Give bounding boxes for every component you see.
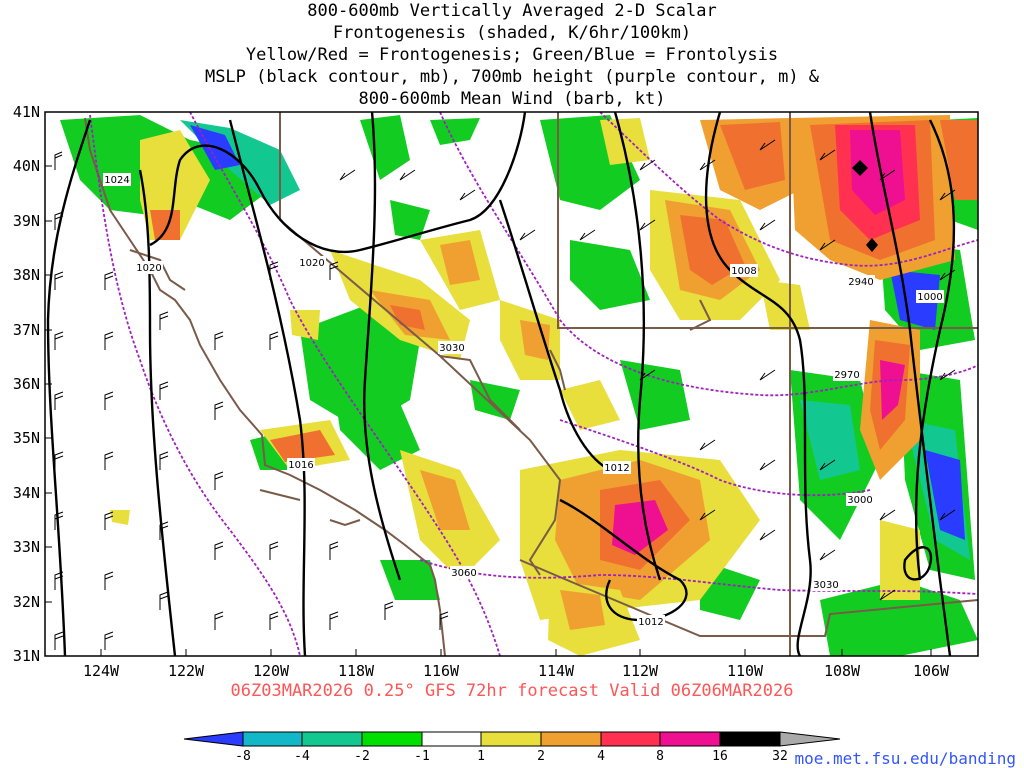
lon-label: 110W	[727, 662, 764, 680]
colorbar-label: 2	[537, 749, 545, 764]
colorbar-label: 16	[712, 749, 728, 764]
mslp-label: 1000	[917, 292, 942, 303]
colorbar-label: -8	[235, 749, 251, 764]
lat-label: 35N	[13, 429, 40, 447]
mslp-contours	[46, 112, 956, 656]
lon-label: 116W	[423, 662, 460, 680]
latitude-axis: 41N 40N 39N 38N 37N 36N 35N 34N 33N 32N …	[13, 103, 52, 665]
lat-label: 40N	[13, 157, 40, 175]
title-line: Yellow/Red = Frontogenesis; Green/Blue =…	[245, 45, 779, 65]
colorbar-label: 32	[772, 749, 788, 764]
source-url[interactable]: moe.met.fsu.edu/banding	[794, 749, 1016, 768]
title-line: Frontogenesis (shaded, K/6hr/100km)	[332, 23, 692, 43]
contour-labels: 1024 1020 1020 1016 1012 1012 1008 1000 …	[103, 173, 944, 628]
colorbar-label: -4	[294, 749, 310, 764]
lon-label: 108W	[824, 662, 861, 680]
colorbar-label: -1	[414, 749, 430, 764]
height-label: 2940	[848, 277, 873, 288]
forecast-valid-time: 06Z03MAR2026 0.25° GFS 72hr forecast Val…	[230, 681, 794, 701]
colorbar-label: 8	[656, 749, 664, 764]
mslp-label: 1020	[299, 258, 324, 269]
lat-label: 38N	[13, 266, 40, 284]
wind-barbs	[54, 139, 956, 650]
colorbar-label: 1	[477, 749, 485, 764]
lat-label: 34N	[13, 484, 40, 502]
height-label: 3000	[847, 495, 872, 506]
height-label: 3030	[813, 580, 838, 591]
colorbar-label: 4	[597, 749, 605, 764]
lat-label: 39N	[13, 212, 40, 230]
title-line: 800-600mb Mean Wind (barb, kt)	[358, 89, 666, 109]
longitude-axis: 124W 122W 120W 118W 116W 114W 112W 110W …	[83, 649, 950, 680]
lon-label: 114W	[538, 662, 575, 680]
lon-label: 124W	[83, 662, 120, 680]
lat-label: 33N	[13, 538, 40, 556]
lon-label: 118W	[338, 662, 375, 680]
colorbar-label: -2	[354, 749, 370, 764]
lon-label: 106W	[913, 662, 950, 680]
mslp-label: 1008	[731, 266, 756, 277]
mslp-label: 1016	[288, 460, 313, 471]
chart-title: 800-600mb Vertically Averaged 2-D Scalar…	[0, 0, 1024, 110]
lat-label: 32N	[13, 593, 40, 611]
lon-label: 122W	[168, 662, 205, 680]
height-contours	[89, 112, 978, 656]
mslp-label: 1020	[136, 263, 161, 274]
lon-label: 120W	[253, 662, 290, 680]
height-label: 3060	[451, 568, 476, 579]
colorbar: -8 -4 -2 -1 1 2 4 8 16 32	[183, 731, 841, 764]
height-label: 3030	[439, 343, 464, 354]
lon-label: 112W	[622, 662, 659, 680]
lat-label: 37N	[13, 321, 40, 339]
title-line: 800-600mb Vertically Averaged 2-D Scalar	[307, 1, 717, 21]
lat-label: 31N	[13, 647, 40, 665]
lat-label: 36N	[13, 375, 40, 393]
height-label: 2970	[834, 370, 859, 381]
mslp-label: 1024	[104, 175, 129, 186]
mslp-label: 1012	[604, 463, 629, 474]
lat-label: 41N	[13, 103, 40, 121]
title-line: MSLP (black contour, mb), 700mb height (…	[204, 67, 820, 87]
mslp-label: 1012	[638, 617, 663, 628]
